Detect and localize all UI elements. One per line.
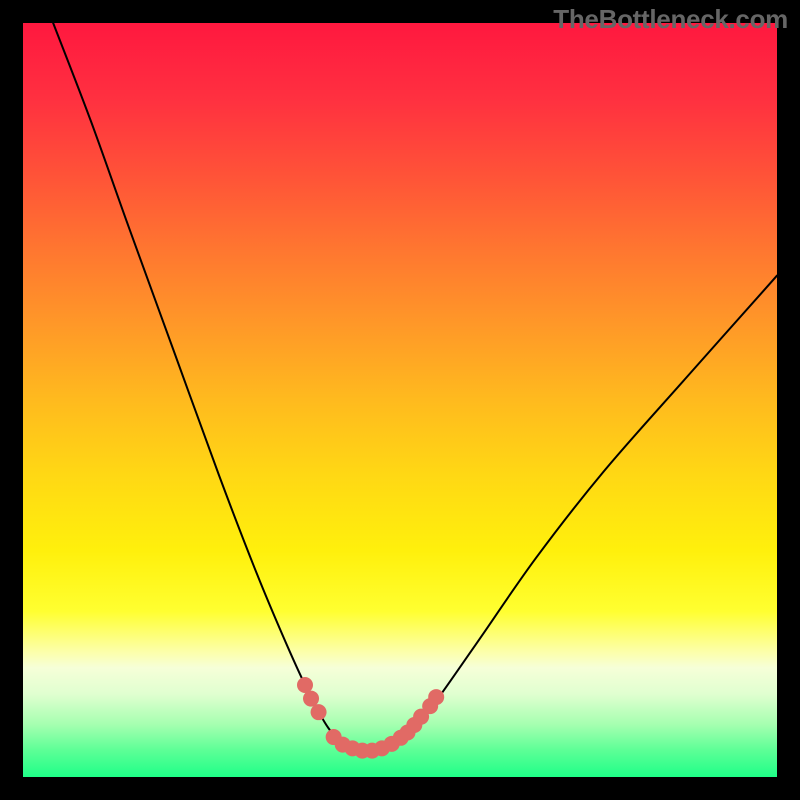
marker-point: [311, 704, 327, 720]
gradient-background: [23, 23, 777, 777]
bottleneck-chart: [23, 23, 777, 777]
marker-point: [428, 689, 444, 705]
watermark-text: TheBottleneck.com: [553, 4, 788, 35]
marker-point: [303, 691, 319, 707]
chart-frame: TheBottleneck.com: [0, 0, 800, 800]
